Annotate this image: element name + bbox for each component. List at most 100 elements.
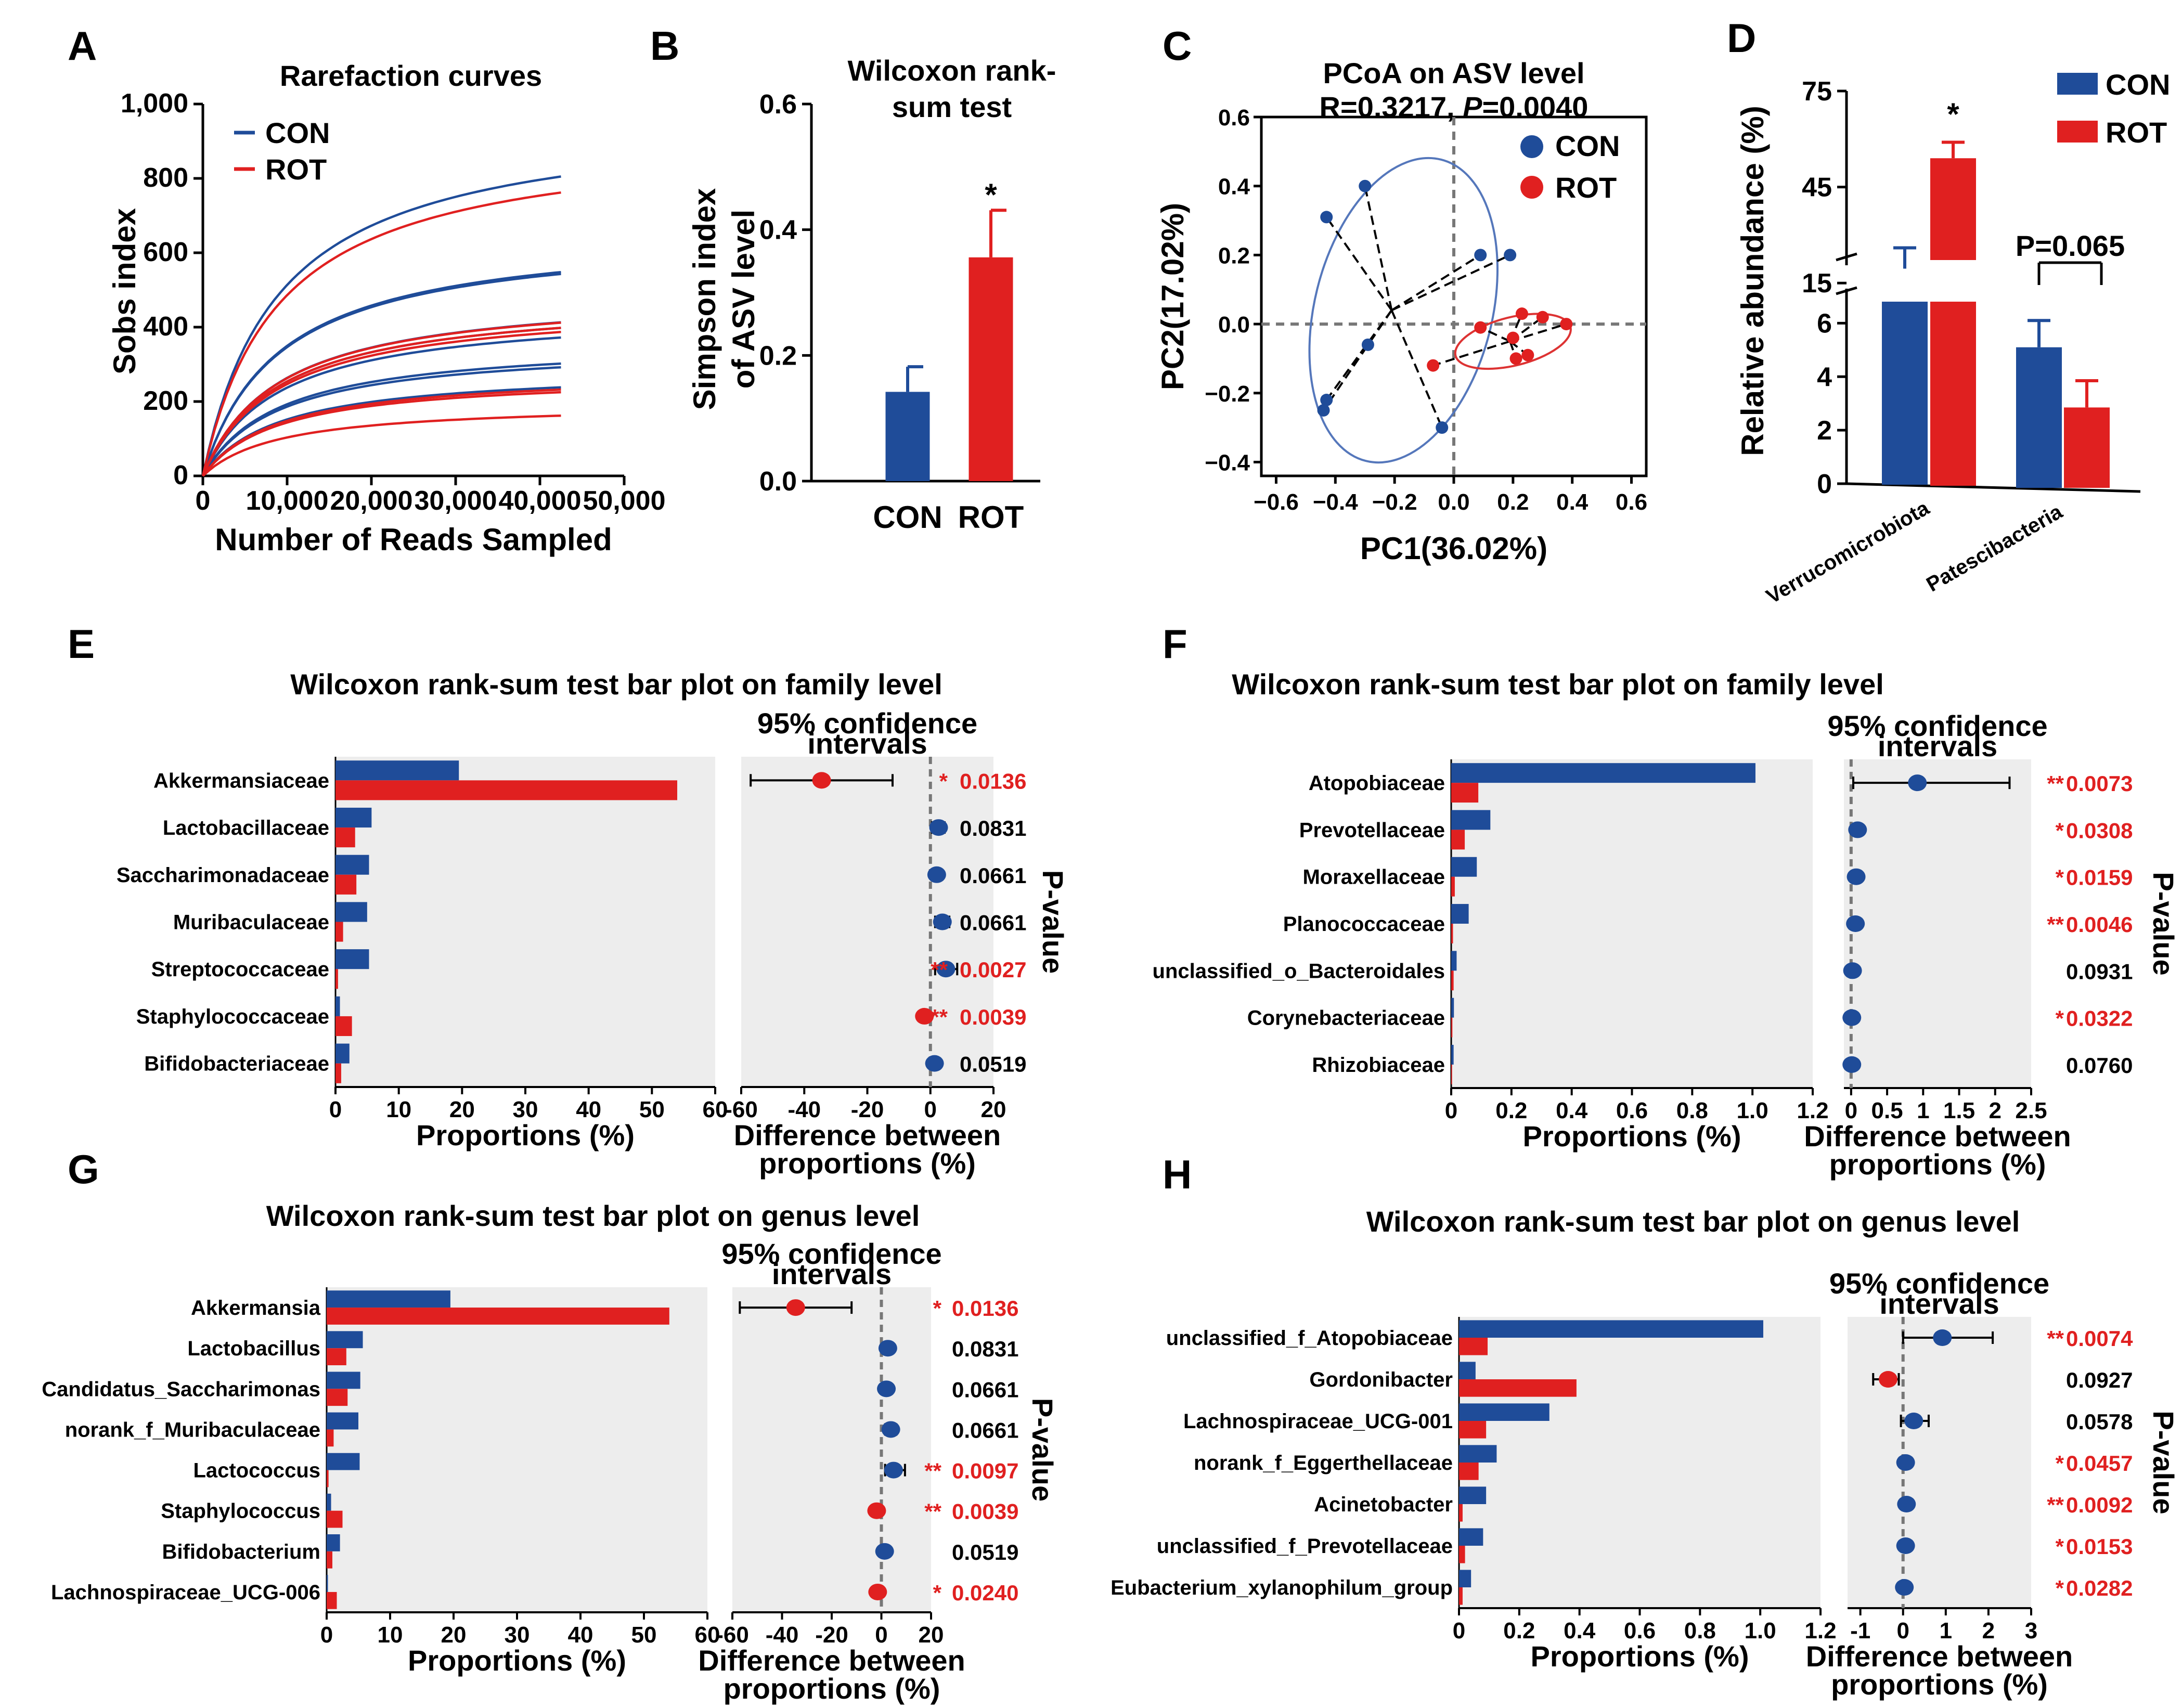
d-category-label: Verrucomicrobiota <box>1762 496 1933 608</box>
h-bar-con <box>1459 1486 1487 1504</box>
h-bar-area <box>1459 1317 1821 1608</box>
g-ci-xlabel-line2: proportions (%) <box>724 1672 940 1705</box>
h-title: Wilcoxon rank-sum test bar plot on genus… <box>1366 1205 2020 1238</box>
g-bar-con <box>327 1412 358 1430</box>
f-bar-rot <box>1451 830 1465 850</box>
c-ytick-label: −0.4 <box>1205 450 1250 475</box>
h-bar-rot <box>1459 1421 1487 1439</box>
b-bar-rot <box>969 257 1013 481</box>
c-spoke-con <box>1322 309 1393 411</box>
f-pvalue-star: * <box>2056 1006 2064 1031</box>
c-point-con <box>1320 394 1333 407</box>
f-pvalue-star: * <box>2056 818 2064 843</box>
a-curve-rot <box>201 331 561 476</box>
c-point-con <box>1436 421 1449 434</box>
g-bar-rot <box>327 1389 348 1406</box>
c-point-con <box>1504 249 1517 262</box>
c-point-con <box>1474 249 1487 262</box>
e-bar-con <box>335 996 340 1016</box>
f-xlabel: Proportions (%) <box>1523 1120 1741 1153</box>
f-ci-xtick-label: 0.5 <box>1871 1098 1903 1123</box>
g-bar-rot <box>327 1470 329 1487</box>
e-ci-point <box>812 772 831 789</box>
e-bar-area <box>335 757 715 1087</box>
g-category-label: Staphylococcus <box>161 1500 320 1523</box>
g-xtick-label: 30 <box>505 1622 530 1648</box>
h-category-label: unclassified_f_Prevotellaceae <box>1157 1535 1453 1558</box>
c-ytick-label: −0.2 <box>1205 381 1250 407</box>
g-pvalue: 0.0831 <box>952 1337 1018 1361</box>
d-bar-rot-upper <box>1930 158 1976 260</box>
c-title-pval: =0.0040 <box>1482 90 1588 123</box>
a-legend-rot: ROT <box>265 153 327 186</box>
d-break-2 <box>1836 286 1857 295</box>
f-bar-rot <box>1451 1017 1453 1038</box>
panel-label-F: F <box>1163 621 1187 667</box>
f-bar-rot <box>1451 971 1454 991</box>
g-pvalue: 0.0136 <box>952 1296 1018 1321</box>
d-bar-rot <box>2064 407 2110 488</box>
f-ci-point <box>1842 1009 1862 1026</box>
g-bar-rot <box>327 1510 343 1528</box>
e-category-label: Streptococcaceae <box>151 958 329 981</box>
c-spoke-con <box>1391 254 1510 312</box>
e-bar-rot <box>335 1016 352 1037</box>
d-legend-con: CON <box>2106 68 2170 101</box>
a-ytick-label: 800 <box>143 163 188 193</box>
g-xtick-label: 60 <box>695 1622 720 1648</box>
a-curve-rot <box>201 321 561 476</box>
h-ci-title-line1: 95% confidence <box>1829 1267 2049 1300</box>
h-xtick-label: 1.0 <box>1745 1618 1776 1644</box>
g-bar-area <box>327 1287 707 1612</box>
h-category-label: Acinetobacter <box>1314 1493 1453 1516</box>
h-ci-xlabel-line2: proportions (%) <box>1831 1668 2048 1701</box>
b-ytick-label: 0.6 <box>759 89 797 120</box>
h-ci-xtick-label: 1 <box>1940 1618 1952 1644</box>
a-ytick-label: 400 <box>143 312 188 342</box>
c-xtick-label: −0.2 <box>1372 489 1417 515</box>
f-pvalue: 0.0073 <box>2066 771 2133 796</box>
a-ylabel: Sobs index <box>107 208 142 374</box>
g-pvalue: 0.0240 <box>952 1581 1018 1605</box>
h-bar-rot <box>1459 1587 1463 1605</box>
a-ytick-label: 600 <box>143 237 188 267</box>
h-bar-rot <box>1459 1338 1488 1355</box>
g-ci-xtick-label: -60 <box>716 1622 749 1648</box>
b-bar-con <box>885 392 930 481</box>
f-bar-con <box>1451 951 1457 971</box>
e-bar-con <box>335 807 372 828</box>
panel-label-C: C <box>1163 23 1192 69</box>
g-pvalue-star: ** <box>924 1459 941 1483</box>
e-bar-con <box>335 855 369 875</box>
g-pvalue-star: * <box>933 1581 942 1605</box>
h-ci-point <box>1895 1579 1914 1596</box>
e-ci-title-line1: 95% confidence <box>757 707 977 740</box>
h-pvalue: 0.0074 <box>2066 1326 2133 1351</box>
g-ci-xtick-label: 20 <box>919 1622 944 1648</box>
d-category-label: Patescibacteria <box>1922 500 2067 596</box>
e-bar-rot <box>335 922 343 942</box>
c-xtick-label: 0.0 <box>1438 489 1469 515</box>
a-curve-rot <box>202 388 561 477</box>
f-bar-con <box>1451 810 1491 830</box>
d-ytick-label: 75 <box>1802 76 1832 107</box>
e-ci-point <box>933 913 952 930</box>
h-xtick-label: 0.2 <box>1503 1618 1535 1644</box>
a-curve-rot <box>201 327 561 476</box>
d-break-1 <box>1836 252 1857 262</box>
g-category-label: Lachnospiraceae_UCG-006 <box>51 1581 320 1604</box>
e-bar-rot <box>335 874 357 895</box>
b-significance: * <box>985 177 997 212</box>
g-xtick-label: 50 <box>631 1622 657 1648</box>
e-ci-title-line2: intervals <box>807 727 927 760</box>
d-bar-con <box>2016 347 2062 488</box>
d-ytick-label: 4 <box>1817 362 1832 392</box>
a-xtick-label: 30,000 <box>414 486 497 516</box>
h-pvalue: 0.0578 <box>2066 1409 2133 1434</box>
d-legend-rot: ROT <box>2106 116 2167 149</box>
panel-label-B: B <box>650 23 679 69</box>
a-curve-con <box>202 366 561 477</box>
f-bar-rot <box>1451 876 1455 897</box>
d-ytick-label: 15 <box>1802 268 1832 299</box>
